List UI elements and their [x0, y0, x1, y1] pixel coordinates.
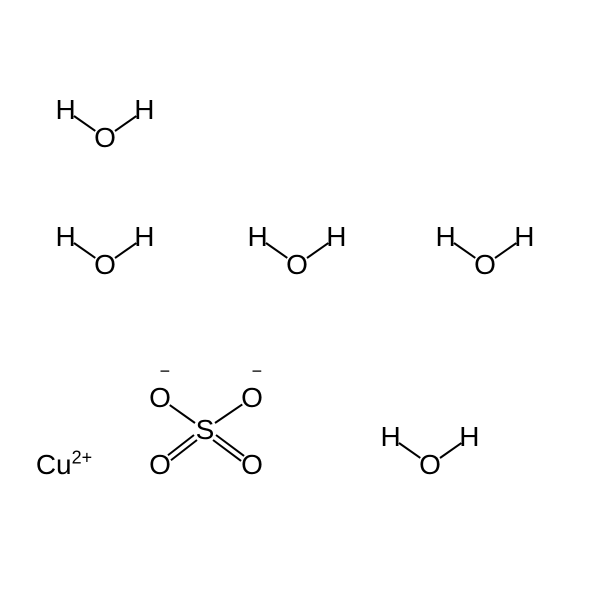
atom-w5-H-left: H — [381, 423, 401, 451]
atom-w1-O: O — [94, 124, 116, 152]
atom-w5-O: O — [419, 451, 441, 479]
bond-w1-HL-O — [73, 115, 95, 132]
atom-w3-H-left: H — [248, 223, 268, 251]
atom-w3-H-right: H — [326, 223, 346, 251]
atom-sulfate-O4: O — [241, 451, 263, 479]
atom-w2-H-left: H — [56, 223, 76, 251]
atom-w5-H-right: H — [459, 423, 479, 451]
atom-sulfate-O3: O — [149, 451, 171, 479]
atom-w2-O: O — [94, 251, 116, 279]
bond-S-O1 — [169, 404, 196, 424]
atom-w4-H-right: H — [514, 223, 534, 251]
bond-w4-HL-O — [453, 242, 475, 259]
bond-S-O2 — [214, 404, 242, 424]
atom-copper-ion: Cu2+ — [36, 451, 92, 479]
atom-w3-O: O — [286, 251, 308, 279]
atom-w2-H-right: H — [134, 223, 154, 251]
atom-w1-H-right: H — [134, 96, 154, 124]
bond-w3-HL-O — [265, 242, 287, 259]
chemical-structure-diagram: HOHHOHHOHHOHHOHCu2+S−O−OOO — [0, 0, 600, 600]
atom-w4-H-left: H — [436, 223, 456, 251]
bond-w5-HL-O — [398, 442, 420, 459]
atom-sulfate-O1: −O — [149, 384, 171, 412]
atom-w4-O: O — [474, 251, 496, 279]
atom-w1-H-left: H — [56, 96, 76, 124]
atom-sulfate-O2: −O — [241, 384, 263, 412]
bond-w2-HL-O — [73, 242, 95, 259]
